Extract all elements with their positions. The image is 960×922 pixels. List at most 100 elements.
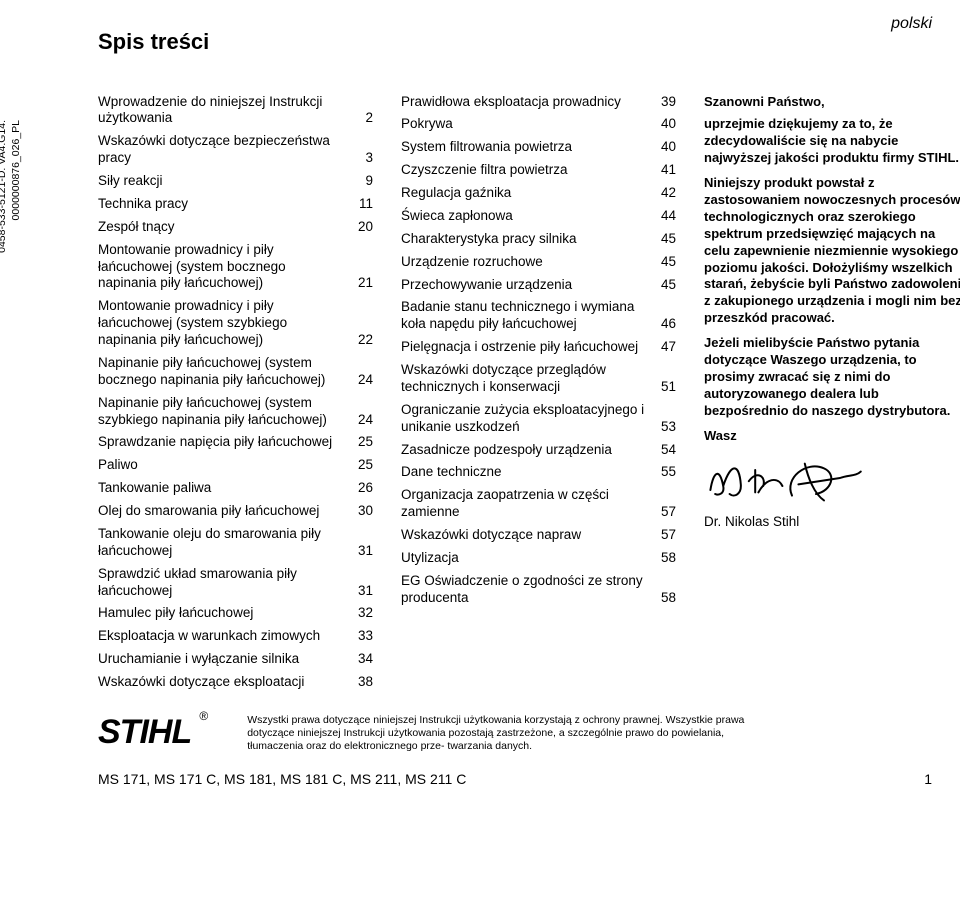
toc-item-page: 20 <box>351 219 373 236</box>
toc-item-page: 45 <box>654 254 676 271</box>
toc-item-label: Świeca zapłonowa <box>401 208 654 225</box>
toc-item: Hamulec piły łańcuchowej32 <box>98 605 373 622</box>
toc-item-page: 24 <box>351 372 373 389</box>
intro-para-3: Jeżeli mielibyście Państwo pytania dotyc… <box>704 335 960 419</box>
toc-item: Dane techniczne55 <box>401 464 676 481</box>
toc-item-page: 31 <box>351 583 373 600</box>
side-block-3: © ANDREAS STIHL AG & Co. KG, 2014 0458-5… <box>0 120 23 520</box>
toc-item: Wskazówki dotyczące bezpieczeństwa pracy… <box>98 133 373 167</box>
toc-item: Utylizacja58 <box>401 550 676 567</box>
toc-item: Sprawdzić układ smarowania piły łańcucho… <box>98 566 373 600</box>
toc-item-page: 45 <box>654 231 676 248</box>
toc-item-page: 26 <box>351 480 373 497</box>
toc-item-label: Napinanie piły łańcuchowej (system boczn… <box>98 355 351 389</box>
toc-item-page: 30 <box>351 503 373 520</box>
toc-item: Organizacja zaopatrzenia w części zamien… <box>401 487 676 521</box>
stihl-logo: STIHL ® <box>98 711 207 754</box>
toc-item-label: Eksploatacja w warunkach zimowych <box>98 628 351 645</box>
toc-item: Napinanie piły łańcuchowej (system szybk… <box>98 395 373 429</box>
toc-item-label: Wprowadzenie do niniejszej Instrukcji uż… <box>98 94 351 128</box>
footer-page-number: 1 <box>924 771 932 789</box>
toc-item-label: Montowanie prowadnicy i piły łańcuchowej… <box>98 242 351 293</box>
toc-item-label: Przechowywanie urządzenia <box>401 277 654 294</box>
intro-para-2: Niniejszy produkt powstał z zastosowanie… <box>704 175 960 327</box>
toc-item-page: 33 <box>351 628 373 645</box>
signature-image <box>704 454 864 510</box>
toc-item: EG Oświadczenie o zgodności ze strony pr… <box>401 573 676 607</box>
toc-item: System filtrowania powietrza40 <box>401 139 676 156</box>
logo-text: STIHL <box>98 713 191 751</box>
side-metadata: Oryginalna Instrukcja Użytkowania Wydruk… <box>0 120 37 520</box>
toc-item-label: Tankowanie paliwa <box>98 480 351 497</box>
toc-item-page: 51 <box>654 379 676 396</box>
toc-item-label: Charakterystyka pracy silnika <box>401 231 654 248</box>
toc-item: Tankowanie oleju do smarowania piły łańc… <box>98 526 373 560</box>
toc-item-page: 21 <box>351 275 373 292</box>
toc-item: Charakterystyka pracy silnika45 <box>401 231 676 248</box>
toc-item-label: Wskazówki dotyczące przeglądów techniczn… <box>401 362 654 396</box>
toc-item-label: Utylizacja <box>401 550 654 567</box>
toc-item-page: 25 <box>351 434 373 451</box>
toc-item-label: Wskazówki dotyczące napraw <box>401 527 654 544</box>
intro-para-1: uprzejmie dziękujemy za to, że zdecydowa… <box>704 116 960 167</box>
toc-item-page: 58 <box>654 550 676 567</box>
toc-item-page: 24 <box>351 412 373 429</box>
toc-item: Montowanie prowadnicy i piły łańcuchowej… <box>98 298 373 349</box>
toc-item-label: Hamulec piły łańcuchowej <box>98 605 351 622</box>
intro-yours: Wasz <box>704 428 960 445</box>
toc-item-label: Badanie stanu technicznego i wymiana koł… <box>401 299 654 333</box>
side-line-3b: 0458-533-5121-D. VA4.G14. <box>0 120 8 253</box>
toc-item-page: 22 <box>351 332 373 349</box>
toc-item-label: Organizacja zaopatrzenia w części zamien… <box>401 487 654 521</box>
toc-column-2: Prawidłowa eksploatacja prowadnicy39 Pokr… <box>401 94 676 697</box>
toc-item: Tankowanie paliwa26 <box>98 480 373 497</box>
toc-item-page: 40 <box>654 116 676 133</box>
toc-item-label: Pielęgnacja i ostrzenie piły łańcuchowej <box>401 339 654 356</box>
toc-item: Wskazówki dotyczące napraw57 <box>401 527 676 544</box>
toc-item-label: Sprawdzanie napięcia piły łańcuchowej <box>98 434 351 451</box>
toc-item: Montowanie prowadnicy i piły łańcuchowej… <box>98 242 373 293</box>
toc-item: Sprawdzanie napięcia piły łańcuchowej25 <box>98 434 373 451</box>
toc-item: Przechowywanie urządzenia45 <box>401 277 676 294</box>
toc-item-page: 25 <box>351 457 373 474</box>
toc-column-1: Wprowadzenie do niniejszej Instrukcji uż… <box>98 94 373 697</box>
toc-item-label: EG Oświadczenie o zgodności ze strony pr… <box>401 573 654 607</box>
toc-item-page: 9 <box>351 173 373 190</box>
toc-item: Ograniczanie zużycia eksploatacyjnego i … <box>401 402 676 436</box>
toc-item-page: 53 <box>654 419 676 436</box>
toc-item-label: Montowanie prowadnicy i piły łańcuchowej… <box>98 298 351 349</box>
toc-item: Zasadnicze podzespoły urządzenia54 <box>401 442 676 459</box>
toc-item-label: Zasadnicze podzespoły urządzenia <box>401 442 654 459</box>
toc-item-page: 44 <box>654 208 676 225</box>
toc-item: Prawidłowa eksploatacja prowadnicy39 <box>401 94 676 111</box>
legal-text: Wszystki prawa dotyczące niniejszej Inst… <box>247 714 757 753</box>
language-label: polski <box>891 14 932 34</box>
toc-item: Wskazówki dotyczące przeglądów techniczn… <box>401 362 676 396</box>
toc-item: Uruchamianie i wyłączanie silnika34 <box>98 651 373 668</box>
toc-item-page: 41 <box>654 162 676 179</box>
toc-item-label: Technika pracy <box>98 196 351 213</box>
toc-item: Pokrywa40 <box>401 116 676 133</box>
toc-item-label: Zespół tnący <box>98 219 351 236</box>
content-columns: Wprowadzenie do niniejszej Instrukcji uż… <box>98 94 932 697</box>
toc-item-label: Wskazówki dotyczące bezpieczeństwa pracy <box>98 133 351 167</box>
page: polski Spis treści Oryginalna Instrukcja… <box>0 0 960 922</box>
toc-item-page: 34 <box>351 651 373 668</box>
toc-item: Pielęgnacja i ostrzenie piły łańcuchowej… <box>401 339 676 356</box>
toc-item-page: 11 <box>351 196 373 213</box>
toc-item-label: Olej do smarowania piły łańcuchowej <box>98 503 351 520</box>
toc-item: Zespół tnący20 <box>98 219 373 236</box>
salutation: Szanowni Państwo, <box>704 94 960 111</box>
toc-item-page: 40 <box>654 139 676 156</box>
toc-item-page: 31 <box>351 543 373 560</box>
toc-item-page: 38 <box>351 674 373 691</box>
toc-item-label: Paliwo <box>98 457 351 474</box>
brand-row: STIHL ® Wszystki prawa dotyczące niniejs… <box>98 711 932 754</box>
toc-item-page: 58 <box>654 590 676 607</box>
toc-item-label: Tankowanie oleju do smarowania piły łańc… <box>98 526 351 560</box>
toc-item-label: Urządzenie rozruchowe <box>401 254 654 271</box>
toc-item: Olej do smarowania piły łańcuchowej30 <box>98 503 373 520</box>
toc-item-label: Regulacja gaźnika <box>401 185 654 202</box>
toc-item-label: Prawidłowa eksploatacja prowadnicy <box>401 94 654 111</box>
toc-item-label: Ograniczanie zużycia eksploatacyjnego i … <box>401 402 654 436</box>
